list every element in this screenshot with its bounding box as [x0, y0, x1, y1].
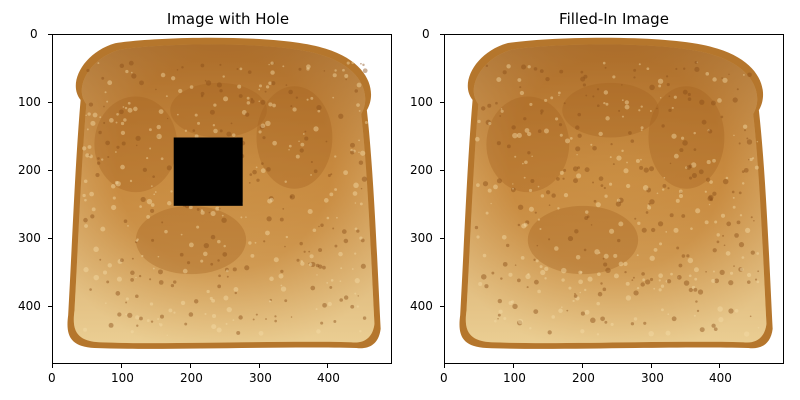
y-tick-label: 400	[410, 299, 433, 313]
x-tick-label: 400	[709, 371, 732, 385]
left-image-axes	[52, 34, 392, 364]
x-tick-label: 300	[641, 371, 664, 385]
x-tick-label: 300	[249, 371, 272, 385]
y-tick-label: 300	[410, 231, 433, 245]
y-tick-label: 0	[422, 27, 430, 41]
y-tick-label: 300	[18, 231, 41, 245]
left-panel-title: Image with Hole	[166, 10, 290, 28]
x-tick-label: 0	[48, 371, 56, 385]
y-tick-label: 100	[18, 95, 41, 109]
x-tick-label: 100	[111, 371, 134, 385]
toast-image-with-hole	[67, 37, 381, 349]
y-tick-label: 200	[18, 163, 41, 177]
x-tick-label: 200	[572, 371, 595, 385]
x-tick-label: 200	[180, 371, 203, 385]
y-tick-label: 200	[410, 163, 433, 177]
y-tick-label: 100	[410, 95, 433, 109]
right-image-axes	[444, 34, 784, 364]
missing-region-hole	[173, 137, 243, 206]
x-tick-label: 400	[317, 371, 340, 385]
y-tick-label: 400	[18, 299, 41, 313]
right-panel-title: Filled-In Image	[559, 10, 669, 28]
y-tick-label: 0	[30, 27, 38, 41]
x-tick-label: 0	[440, 371, 448, 385]
toast-image-filled	[459, 37, 773, 349]
x-tick-label: 100	[503, 371, 526, 385]
